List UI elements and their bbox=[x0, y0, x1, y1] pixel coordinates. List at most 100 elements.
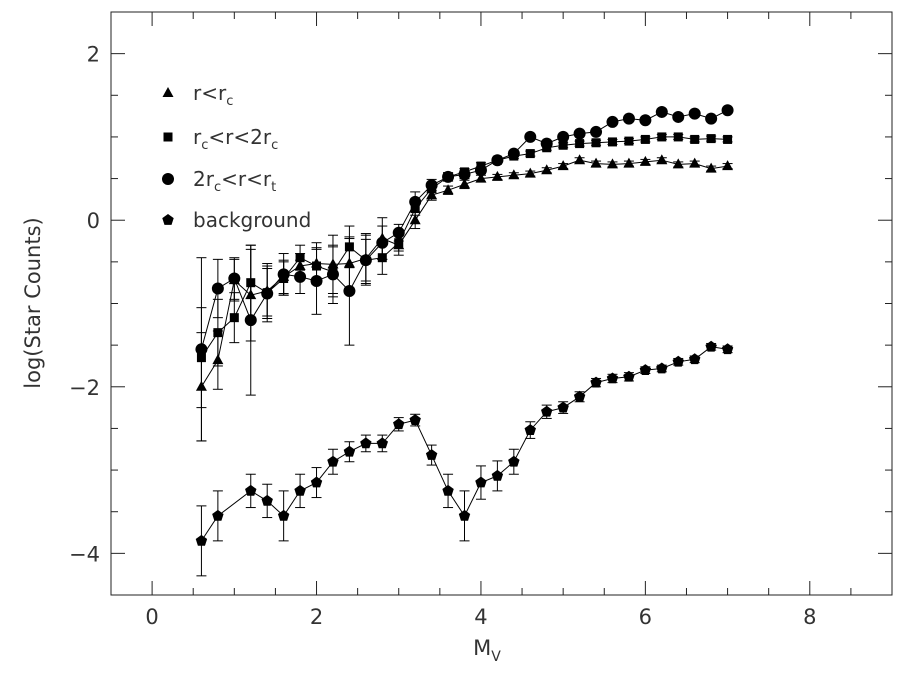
data-point bbox=[590, 157, 602, 168]
legend-label-part: r<r bbox=[193, 81, 227, 105]
data-point bbox=[672, 158, 684, 169]
data-point bbox=[409, 195, 422, 208]
data-point bbox=[606, 372, 619, 384]
data-point bbox=[491, 154, 504, 167]
data-point bbox=[442, 170, 455, 183]
data-point bbox=[294, 270, 307, 283]
data-point bbox=[343, 285, 356, 298]
data-point bbox=[639, 114, 652, 127]
legend-label-sub: c bbox=[226, 94, 233, 109]
series-outer bbox=[195, 104, 734, 442]
data-point bbox=[705, 112, 718, 125]
data-point bbox=[558, 140, 568, 150]
legend-label-part: r bbox=[193, 125, 202, 149]
data-point bbox=[277, 509, 290, 521]
data-point bbox=[657, 132, 667, 142]
legend-label: background bbox=[193, 208, 311, 232]
data-point bbox=[212, 509, 224, 521]
data-point bbox=[393, 418, 405, 430]
data-point bbox=[689, 157, 701, 168]
data-point bbox=[655, 105, 668, 118]
axis-ticks bbox=[111, 11, 893, 596]
legend-item-background: background bbox=[162, 208, 311, 232]
data-point bbox=[261, 287, 274, 300]
data-point bbox=[442, 484, 454, 496]
data-point bbox=[425, 179, 438, 192]
data-point bbox=[673, 132, 683, 142]
data-point bbox=[624, 136, 634, 146]
data-point bbox=[376, 236, 389, 249]
data-point bbox=[672, 110, 685, 123]
data-point bbox=[458, 168, 471, 181]
tick-labels: 0 2 4 6 8 −4 −2 0 2 bbox=[69, 43, 816, 629]
legend-label-part: <r<2r bbox=[208, 125, 271, 149]
data-point bbox=[688, 107, 701, 120]
data-point bbox=[475, 476, 487, 488]
data-point bbox=[245, 484, 257, 496]
y-tick-label: 2 bbox=[87, 43, 100, 67]
data-point bbox=[606, 115, 619, 128]
legend-label-sub: t bbox=[271, 180, 276, 195]
data-point bbox=[524, 424, 536, 435]
data-point bbox=[474, 164, 487, 177]
data-point bbox=[525, 149, 535, 159]
data-point bbox=[623, 157, 635, 168]
data-point bbox=[310, 476, 323, 488]
data-point bbox=[524, 130, 537, 143]
legend-label: 2rc<r<rt bbox=[193, 167, 276, 195]
data-point bbox=[195, 343, 208, 356]
data-point bbox=[656, 154, 668, 165]
data-point bbox=[409, 214, 421, 225]
data-point bbox=[376, 437, 388, 449]
legend-label-sub: c bbox=[201, 138, 208, 153]
data-point bbox=[639, 155, 651, 166]
data-point bbox=[557, 160, 569, 171]
data-point bbox=[722, 160, 734, 171]
data-point bbox=[343, 445, 356, 457]
legend-marker bbox=[162, 173, 174, 185]
y-axis-title: log(Star Counts) bbox=[21, 217, 45, 388]
legend-label: r<rc bbox=[193, 81, 233, 109]
legend-marker bbox=[162, 87, 174, 97]
legend-item-outer: 2rc<r<rt bbox=[162, 167, 276, 195]
data-point bbox=[723, 134, 733, 144]
data-point bbox=[706, 134, 716, 144]
data-point bbox=[359, 254, 372, 267]
legend-label-part: background bbox=[193, 208, 311, 232]
data-point bbox=[541, 405, 553, 417]
data-point bbox=[491, 170, 503, 181]
x-tick-label: 8 bbox=[803, 605, 816, 629]
data-point bbox=[639, 364, 652, 375]
data-point bbox=[622, 112, 635, 125]
legend-label-part: <r<r bbox=[221, 167, 272, 191]
data-point bbox=[458, 509, 471, 521]
data-point bbox=[573, 390, 586, 402]
legend-marker bbox=[162, 214, 174, 225]
data-point bbox=[261, 494, 273, 506]
data-point bbox=[491, 469, 504, 481]
data-point bbox=[294, 484, 306, 496]
data-point bbox=[244, 314, 257, 327]
data-point bbox=[640, 134, 650, 144]
x-tick-label: 2 bbox=[310, 605, 323, 629]
legend-label: rc<r<2rc bbox=[193, 125, 278, 153]
data-point bbox=[211, 282, 224, 295]
data-point bbox=[573, 127, 586, 140]
data-point bbox=[705, 340, 717, 352]
data-point bbox=[295, 253, 305, 263]
data-point bbox=[590, 125, 603, 138]
data-point bbox=[409, 414, 421, 425]
y-tick-label: −2 bbox=[69, 376, 100, 400]
data-point bbox=[326, 268, 339, 281]
data-point bbox=[557, 401, 569, 413]
legend-label-sub: c bbox=[214, 180, 221, 195]
data-point bbox=[229, 313, 239, 323]
x-tick-label: 6 bbox=[639, 605, 652, 629]
data-point bbox=[524, 167, 536, 178]
data-point bbox=[721, 343, 734, 355]
data-point bbox=[394, 238, 404, 248]
data-point bbox=[575, 139, 585, 149]
legend-item-middle: rc<r<2rc bbox=[163, 125, 278, 153]
